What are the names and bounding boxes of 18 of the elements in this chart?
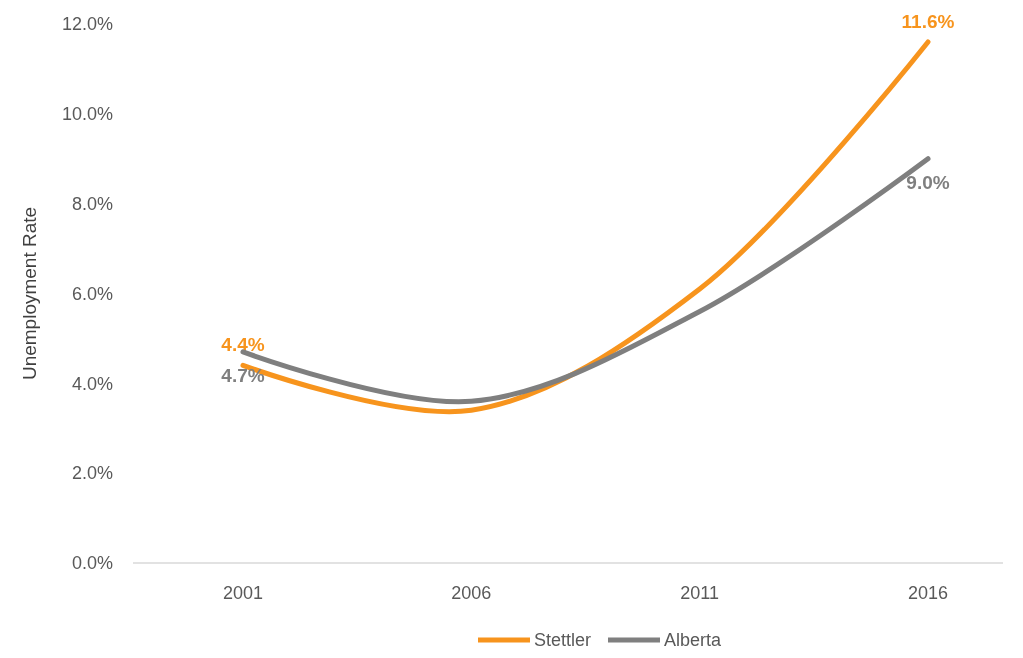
legend-label: Alberta — [664, 630, 723, 651]
y-tick-label: 2.0% — [71, 463, 113, 484]
y-tick-label: 12.0% — [61, 14, 113, 35]
data-label: 4.7% — [221, 364, 265, 386]
y-tick-label: 4.0% — [71, 373, 113, 394]
x-tick-label: 2016 — [907, 583, 949, 603]
y-tick-label: 10.0% — [61, 104, 113, 125]
y-tick-label: 8.0% — [71, 193, 113, 214]
x-tick-label: 2006 — [451, 583, 492, 603]
x-tick-label: 2011 — [680, 583, 720, 603]
x-tick-label: 2001 — [222, 583, 264, 603]
legend-label: Stettler — [534, 630, 592, 651]
y-axis-title: Unemployment Rate — [19, 206, 40, 381]
data-label: 9.0% — [906, 171, 950, 193]
data-label: 4.4% — [221, 334, 265, 356]
y-tick-label: 6.0% — [71, 283, 113, 304]
y-tick-label: 0.0% — [71, 553, 113, 574]
data-label: 11.6% — [901, 10, 955, 32]
